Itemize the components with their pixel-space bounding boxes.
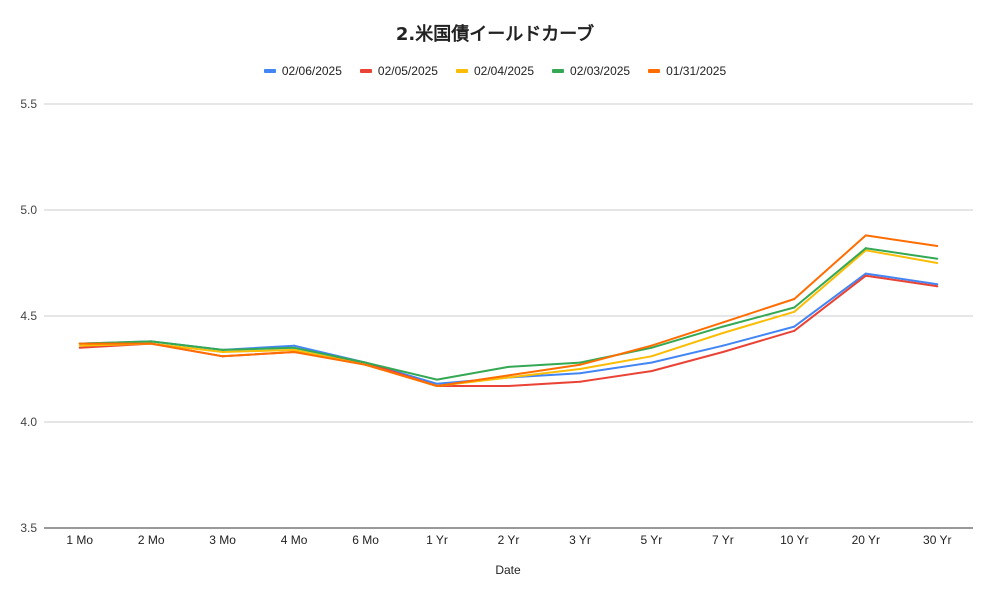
data-point — [364, 363, 367, 366]
legend-item[interactable]: 01/31/2025 — [648, 64, 726, 78]
data-point — [793, 310, 796, 313]
data-point — [507, 365, 510, 368]
data-point — [864, 272, 867, 275]
legend-label: 02/06/2025 — [281, 64, 342, 78]
data-point — [293, 351, 296, 354]
series-line-5 — [79, 234, 938, 387]
x-tick-label: 2 Mo — [138, 533, 165, 547]
x-tick-label: 2 Yr — [498, 533, 520, 547]
data-point — [650, 361, 653, 364]
legend-item[interactable]: 02/06/2025 — [263, 64, 342, 78]
data-point — [436, 378, 439, 381]
data-point — [78, 342, 81, 345]
x-tick-label: 7 Yr — [712, 533, 734, 547]
data-point — [578, 380, 581, 383]
legend-swatch — [359, 69, 372, 73]
data-point — [150, 340, 153, 343]
data-point — [293, 348, 296, 351]
data-point — [793, 325, 796, 328]
data-point — [578, 363, 581, 366]
y-tick-label: 4.0 — [20, 415, 37, 429]
data-point — [793, 329, 796, 332]
x-tick-label: 4 Mo — [281, 533, 308, 547]
chart-title: 2.米国債イールドカーブ — [395, 24, 595, 45]
data-point — [936, 257, 939, 260]
x-tick-label: 30 Yr — [923, 533, 951, 547]
data-point — [507, 384, 510, 387]
y-tick-label: 3.5 — [20, 521, 37, 535]
data-point — [936, 285, 939, 288]
chart-legend: 02/06/2025 02/05/2025 02/04/2025 02/03/2025… — [0, 64, 990, 78]
legend-label: 02/03/2025 — [570, 64, 631, 78]
x-tick-label: 3 Mo — [209, 533, 236, 547]
data-point — [936, 245, 939, 248]
data-point — [78, 346, 81, 349]
data-point — [221, 348, 224, 351]
data-point — [507, 374, 510, 377]
x-tick-label: 1 Yr — [426, 533, 448, 547]
data-point — [436, 384, 439, 387]
data-point — [936, 262, 939, 264]
data-point — [864, 274, 867, 277]
data-point — [293, 346, 296, 349]
data-point — [793, 298, 796, 301]
legend-swatch — [552, 69, 565, 73]
data-point — [364, 361, 367, 364]
data-point — [721, 351, 724, 354]
legend-item[interactable]: 02/03/2025 — [552, 64, 630, 78]
data-point — [936, 283, 939, 286]
data-point — [650, 344, 653, 347]
legend-swatch — [455, 69, 468, 73]
data-point — [793, 306, 796, 309]
series-line-2 — [79, 274, 938, 387]
x-tick-label: 5 Yr — [641, 533, 663, 547]
data-point — [650, 370, 653, 373]
data-point — [721, 331, 724, 334]
x-tick-label: 3 Yr — [569, 533, 591, 547]
legend-item[interactable]: 02/04/2025 — [455, 64, 535, 78]
data-point — [221, 355, 224, 358]
data-point — [650, 346, 653, 349]
data-point — [864, 247, 867, 250]
y-tick-label: 4.5 — [20, 309, 37, 323]
data-point — [150, 342, 153, 345]
data-point — [650, 355, 653, 358]
data-point — [578, 361, 581, 364]
data-point — [721, 344, 724, 347]
data-point — [293, 344, 296, 347]
data-point — [436, 382, 439, 385]
data-point — [578, 372, 581, 375]
series-line-3 — [79, 249, 938, 387]
legend-swatch — [648, 69, 661, 73]
x-tick-label: 1 Mo — [66, 533, 93, 547]
series-line-4 — [79, 247, 938, 381]
data-point — [578, 368, 581, 370]
x-tick-label: 10 Yr — [780, 533, 808, 547]
legend-label: 02/05/2025 — [377, 64, 438, 78]
data-point — [507, 376, 510, 379]
x-axis-title: Date — [495, 563, 521, 577]
data-point — [721, 325, 724, 328]
y-tick-label: 5.0 — [20, 203, 37, 217]
x-tick-label: 20 Yr — [852, 533, 880, 547]
legend-item[interactable]: 02/05/2025 — [359, 64, 438, 78]
legend-label: 02/04/2025 — [473, 64, 535, 78]
legend-swatch — [263, 69, 276, 73]
data-point — [864, 234, 867, 237]
data-point — [721, 321, 724, 324]
y-tick-label: 5.5 — [20, 97, 37, 111]
legend-label: 01/31/2025 — [666, 64, 727, 78]
x-tick-label: 6 Mo — [352, 533, 379, 547]
data-point — [78, 344, 81, 347]
data-point — [221, 351, 224, 354]
